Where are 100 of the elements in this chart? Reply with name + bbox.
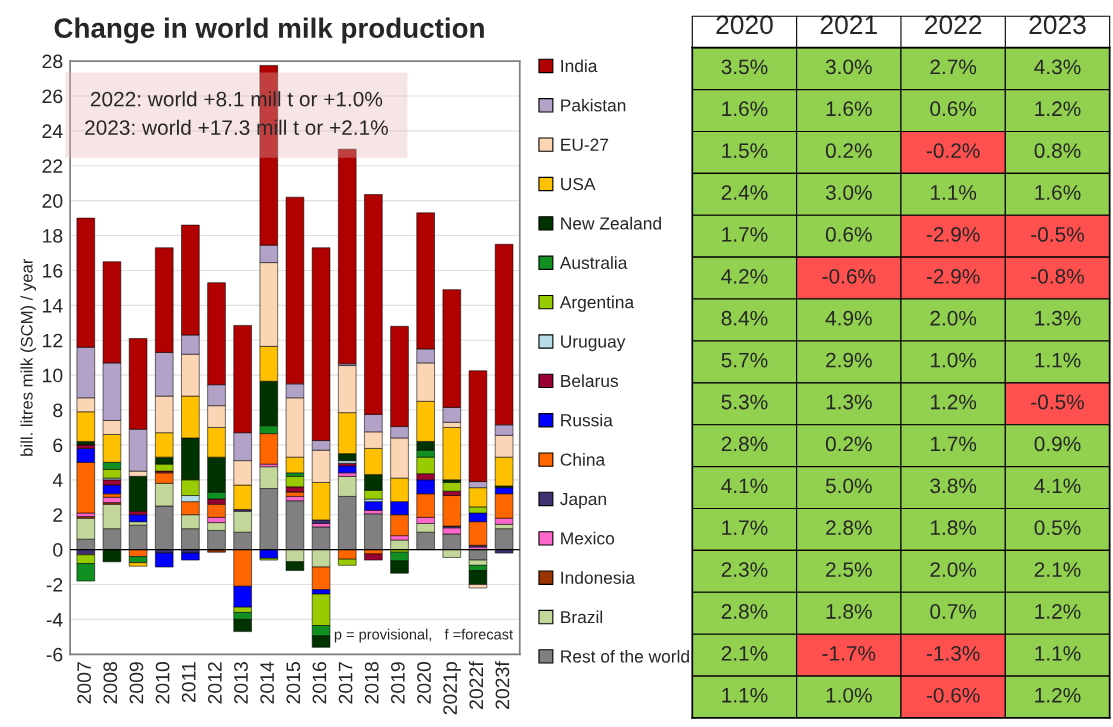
data-label: 1.2% bbox=[930, 394, 977, 410]
y-tick-label: 10 bbox=[43, 368, 63, 383]
x-tick-label: 2023 bbox=[1029, 15, 1086, 35]
y-tick-label: 14 bbox=[43, 299, 63, 313]
data-label: -0.5% bbox=[1031, 394, 1084, 410]
legend-label: Japan bbox=[560, 493, 606, 509]
data-label: 0.8% bbox=[1034, 143, 1081, 159]
legend-label: Australia bbox=[559, 256, 628, 269]
legend-label: USA bbox=[561, 177, 596, 191]
data-label: 1.1% bbox=[930, 185, 977, 200]
legend-label: EU-27 bbox=[561, 138, 609, 151]
data-label: 2.0% bbox=[930, 562, 977, 577]
data-label: 2.8% bbox=[826, 520, 872, 536]
data-label: 1.1% bbox=[722, 687, 768, 703]
data-label: 4.3% bbox=[1034, 59, 1081, 75]
data-label: 0.5% bbox=[1034, 520, 1081, 536]
legend-label: Uruguay bbox=[561, 335, 626, 352]
x-tick-label: 2023f bbox=[495, 661, 510, 709]
y-tick-label: 2 bbox=[53, 508, 63, 522]
data-label: 2.7% bbox=[930, 59, 977, 75]
y-tick-label: -2 bbox=[46, 577, 63, 592]
data-label: 1.1% bbox=[1035, 352, 1081, 368]
legend-label: China bbox=[560, 453, 606, 466]
y-tick-label: 6 bbox=[53, 438, 63, 453]
data-label: -0.8% bbox=[1031, 268, 1084, 284]
x-tick-label: 2020 bbox=[417, 662, 431, 704]
x-tick-label: 2015 bbox=[286, 662, 301, 704]
data-label: 2.8% bbox=[721, 604, 768, 619]
x-tick-label: 2021 bbox=[820, 15, 877, 35]
x-tick-label: 2007 bbox=[77, 662, 92, 704]
y-tick-label: 22 bbox=[42, 159, 63, 173]
x-tick-label: 2012 bbox=[207, 662, 222, 704]
data-label: 2.8% bbox=[721, 436, 768, 452]
legend-label: Indonesia bbox=[561, 571, 636, 584]
data-label: 1.0% bbox=[826, 687, 872, 703]
legend-label: Brazil bbox=[561, 610, 603, 624]
data-label: 1.0% bbox=[930, 352, 977, 368]
data-label: 5.7% bbox=[721, 352, 768, 368]
y-tick-label: 8 bbox=[53, 403, 63, 418]
data-label: 4.2% bbox=[721, 268, 768, 284]
data-label: 1.5% bbox=[722, 143, 768, 159]
data-label: 1.2% bbox=[1035, 101, 1081, 117]
legend-label: Rest of the world bbox=[561, 649, 689, 663]
data-label: 1.8% bbox=[930, 520, 977, 536]
data-label: 0.2% bbox=[825, 143, 872, 159]
y-tick-label: 12 bbox=[43, 333, 63, 348]
data-label: 1.1% bbox=[1035, 646, 1081, 661]
data-label: 2.1% bbox=[721, 645, 768, 661]
y-tick-label: -6 bbox=[46, 647, 63, 662]
data-label: -1.3% bbox=[926, 645, 980, 661]
y-tick-label: 16 bbox=[43, 263, 63, 278]
data-label: 3.5% bbox=[721, 59, 768, 75]
x-tick-label: 2016 bbox=[312, 662, 327, 704]
x-tick-label: 2013 bbox=[234, 662, 248, 704]
data-label: 0.9% bbox=[1034, 436, 1081, 452]
data-label: -0.2% bbox=[926, 143, 980, 159]
annotation: p = provisional, f =forecast bbox=[334, 628, 513, 643]
data-label: 5.0% bbox=[825, 478, 872, 494]
data-label: -2.9% bbox=[926, 268, 980, 284]
y-tick-label: -4 bbox=[46, 613, 63, 627]
legend-label: Russia bbox=[561, 413, 613, 427]
data-label: 0.6% bbox=[930, 101, 977, 117]
data-label: 1.3% bbox=[826, 394, 872, 410]
data-label: 1.2% bbox=[1035, 687, 1081, 703]
x-tick-label: 2018 bbox=[364, 662, 379, 704]
data-label: 1.7% bbox=[930, 436, 977, 452]
x-tick-label: 2019 bbox=[390, 662, 405, 704]
x-tick-label: 2009 bbox=[129, 662, 144, 704]
data-label: 1.3% bbox=[1035, 310, 1081, 326]
data-label: 1.8% bbox=[826, 604, 872, 619]
data-label: -1.7% bbox=[822, 646, 876, 661]
data-label: 1.7% bbox=[722, 227, 768, 242]
data-label: 1.7% bbox=[722, 520, 768, 535]
legend-label: India bbox=[561, 59, 598, 73]
x-tick-label: 2021p bbox=[443, 662, 461, 715]
data-label: -2.9% bbox=[926, 227, 980, 242]
y-tick-label: 24 bbox=[42, 124, 63, 138]
y-axis-title: bill. litres milk (SCM) / year bbox=[20, 258, 36, 456]
data-label: 2.5% bbox=[826, 562, 872, 577]
legend-label: Belarus bbox=[561, 374, 619, 388]
data-label: 2.9% bbox=[826, 352, 872, 368]
data-label: 8.4% bbox=[721, 310, 768, 326]
data-label: -0.6% bbox=[926, 687, 980, 703]
data-label: 4.1% bbox=[1034, 478, 1081, 494]
data-label: 0.6% bbox=[825, 227, 872, 242]
y-tick-label: 28 bbox=[42, 54, 63, 69]
data-label: 1.6% bbox=[722, 101, 768, 117]
y-tick-label: 18 bbox=[43, 229, 63, 243]
x-tick-label: 2022f bbox=[468, 661, 484, 709]
data-label: 2.4% bbox=[721, 185, 768, 200]
legend-label: Mexico bbox=[561, 531, 615, 545]
y-tick-label: 0 bbox=[53, 543, 63, 557]
data-label: 1.2% bbox=[1035, 604, 1081, 619]
y-tick-label: 26 bbox=[42, 89, 63, 104]
data-label: -0.5% bbox=[1031, 227, 1084, 242]
data-label: -0.6% bbox=[822, 268, 876, 284]
x-tick-label: 2020 bbox=[716, 15, 773, 35]
x-tick-label: 2022 bbox=[925, 15, 982, 35]
data-label: 2.0% bbox=[930, 310, 977, 326]
legend-label: Argentina bbox=[559, 295, 635, 312]
